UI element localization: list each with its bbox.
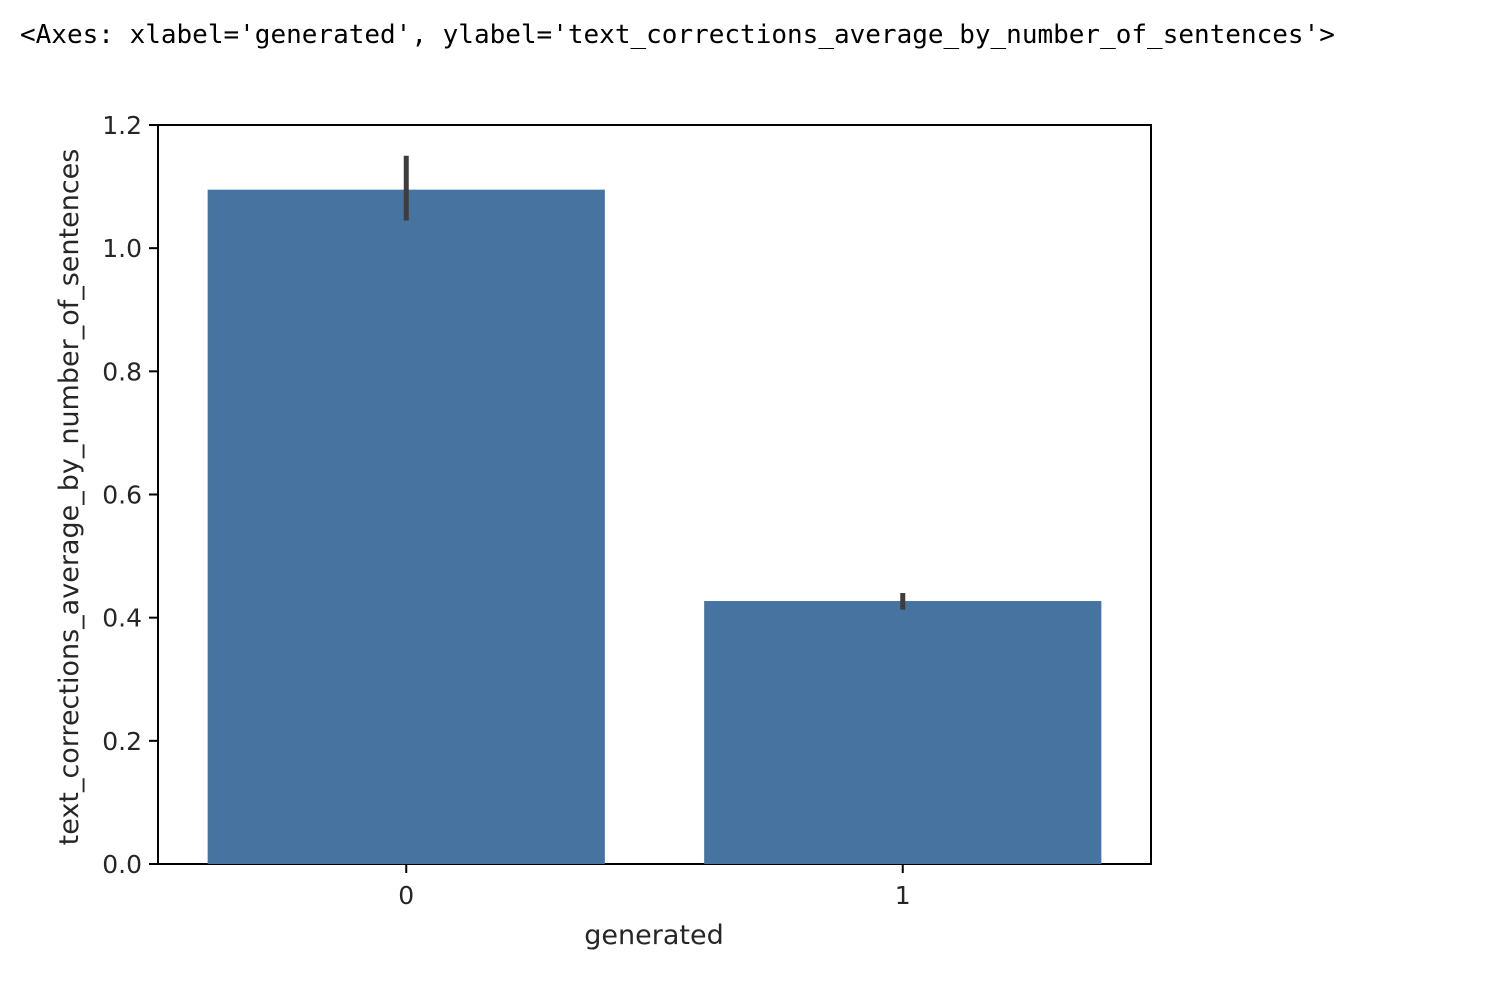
bar-0 <box>207 189 605 865</box>
x-tick-label: 0 <box>398 881 414 910</box>
errorbars-layer <box>403 155 906 610</box>
x-axis-label: generated <box>584 920 723 951</box>
cell-output-repr: <Axes: xlabel='generated', ylabel='text_… <box>20 20 1335 50</box>
y-tick-label: 0.0 <box>102 850 142 879</box>
y-tick-label: 0.6 <box>102 481 142 510</box>
bars-layer <box>207 189 1102 865</box>
y-tick-label: 0.2 <box>102 727 142 756</box>
y-tick-label: 1.0 <box>102 234 142 263</box>
y-axis: 0.0 0.2 0.4 0.6 0.8 1.0 1.2 <box>102 111 158 879</box>
x-tick-label: 1 <box>895 881 911 910</box>
y-tick-label: 0.4 <box>102 604 142 633</box>
y-tick-label: 0.8 <box>102 357 142 386</box>
y-tick-label: 1.2 <box>102 111 142 140</box>
y-axis-label: text_corrections_average_by_number_of_se… <box>54 149 85 846</box>
bar-1 <box>704 601 1102 864</box>
